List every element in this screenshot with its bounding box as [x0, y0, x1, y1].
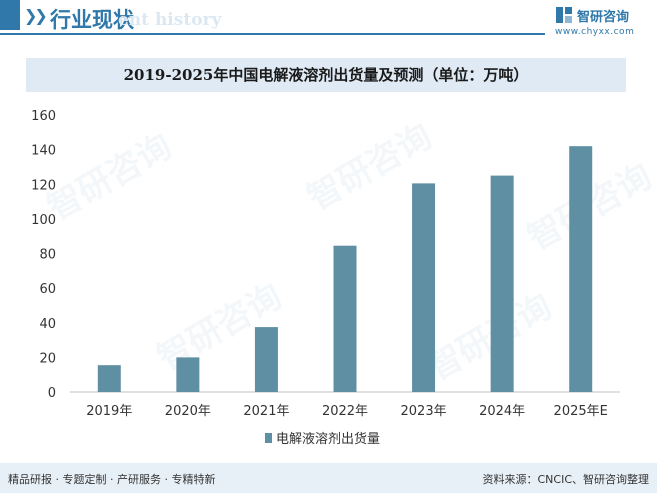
footer-services: 精品研报 · 专题定制 · 产研服务 · 专精特新 [8, 473, 216, 486]
logo-name: 智研咨询 [577, 10, 630, 25]
bar [254, 327, 278, 392]
bar [569, 146, 593, 392]
page-footer: 精品研报 · 专题定制 · 产研服务 · 专精特新 资料来源：CNCIC、智研咨… [0, 463, 657, 493]
bar [97, 365, 121, 392]
bar [176, 357, 200, 392]
double-chevron-icon: ❯❯ [24, 6, 48, 25]
bar [490, 175, 514, 392]
x-tick-label: 2025年E [554, 404, 608, 419]
section-title: 行业现状 [50, 8, 134, 32]
legend-swatch [265, 433, 272, 443]
bar [333, 245, 357, 392]
bar [412, 183, 436, 392]
logo-url: www.chyxx.com [555, 27, 635, 37]
y-tick-label: 140 [31, 144, 56, 159]
y-tick-label: 160 [31, 109, 56, 124]
chart-title-box: 2019-2025年中国电解液溶剂出货量及预测（单位：万吨） [26, 58, 626, 92]
header-accent-bar [0, 0, 20, 30]
page-header: ❯❯ 行业现状 ent history 智研咨询 www.chyxx.com [0, 0, 657, 46]
header-ghost-text: ent history [118, 10, 222, 30]
x-tick-label: 2024年 [479, 404, 525, 419]
y-tick-label: 120 [31, 178, 56, 193]
x-tick-label: 2023年 [401, 404, 447, 419]
header-divider [0, 33, 545, 35]
y-tick-label: 100 [31, 213, 56, 228]
legend-label: 电解液溶剂出货量 [276, 431, 380, 447]
chart-title: 2019-2025年中国电解液溶剂出货量及预测（单位：万吨） [123, 66, 529, 84]
y-tick-label: 0 [48, 386, 56, 401]
logo-mark-icon [556, 7, 572, 23]
x-tick-label: 2019年 [86, 404, 132, 419]
brand-logo: 智研咨询 www.chyxx.com [555, 4, 645, 44]
bar-chart: 0 20 40 60 80 100 120 140 160 2019年 2020年 2021年 2022… [31, 109, 620, 447]
y-tick-label: 60 [39, 282, 56, 297]
y-tick-label: 20 [39, 351, 56, 366]
y-tick-label: 80 [39, 248, 56, 263]
x-tick-label: 2022年 [322, 404, 368, 419]
y-tick-label: 40 [39, 317, 56, 332]
footer-source: 资料来源：CNCIC、智研咨询整理 [482, 473, 649, 486]
x-tick-label: 2021年 [243, 404, 289, 419]
x-tick-label: 2020年 [165, 404, 211, 419]
